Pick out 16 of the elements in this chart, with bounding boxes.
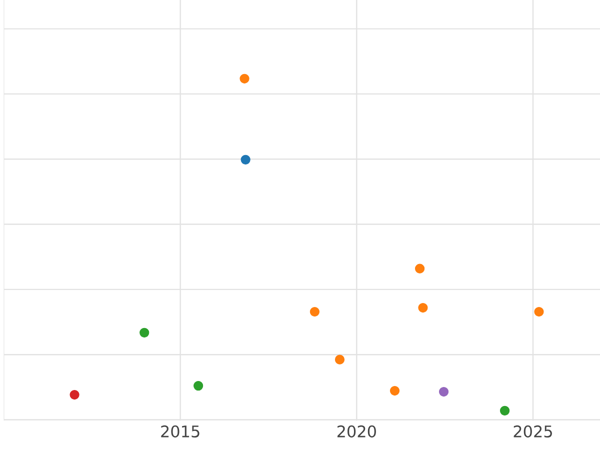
point: [140, 328, 150, 338]
point: [390, 386, 400, 396]
point: [240, 74, 250, 84]
point: [438, 386, 449, 397]
point: [500, 406, 510, 416]
point: [70, 390, 80, 400]
point: [414, 264, 425, 274]
point: [534, 306, 544, 317]
x-tick-label: 2015: [161, 425, 200, 438]
point: [334, 354, 345, 364]
point: [418, 302, 428, 313]
point: [240, 154, 250, 164]
point: [194, 381, 204, 391]
x-tick-label: 2025: [514, 425, 552, 438]
point: [310, 306, 320, 317]
x-tick-label: 2020: [337, 425, 376, 438]
